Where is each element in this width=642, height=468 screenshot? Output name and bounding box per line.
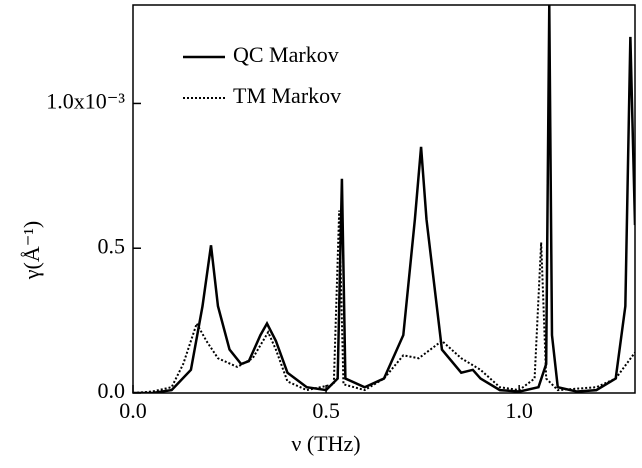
- y-tick-label: 0.0: [98, 378, 126, 403]
- series-line: [133, 5, 635, 393]
- legend-label: TM Markov: [233, 83, 341, 108]
- x-tick-label: 0.5: [312, 398, 340, 423]
- x-tick-label: 0.0: [119, 398, 147, 423]
- plot-frame: [132, 4, 636, 394]
- series-line: [133, 210, 635, 393]
- y-tick-label: 1.0x10⁻³: [46, 88, 125, 113]
- x-tick-label: 1.0: [505, 398, 533, 423]
- y-axis-label: γ(Å⁻¹): [19, 221, 44, 280]
- plot-area: [133, 5, 635, 393]
- y-tick-label: 0.5: [98, 233, 126, 258]
- x-axis-label: ν (THz): [291, 431, 360, 456]
- legend-label: QC Markov: [233, 42, 339, 67]
